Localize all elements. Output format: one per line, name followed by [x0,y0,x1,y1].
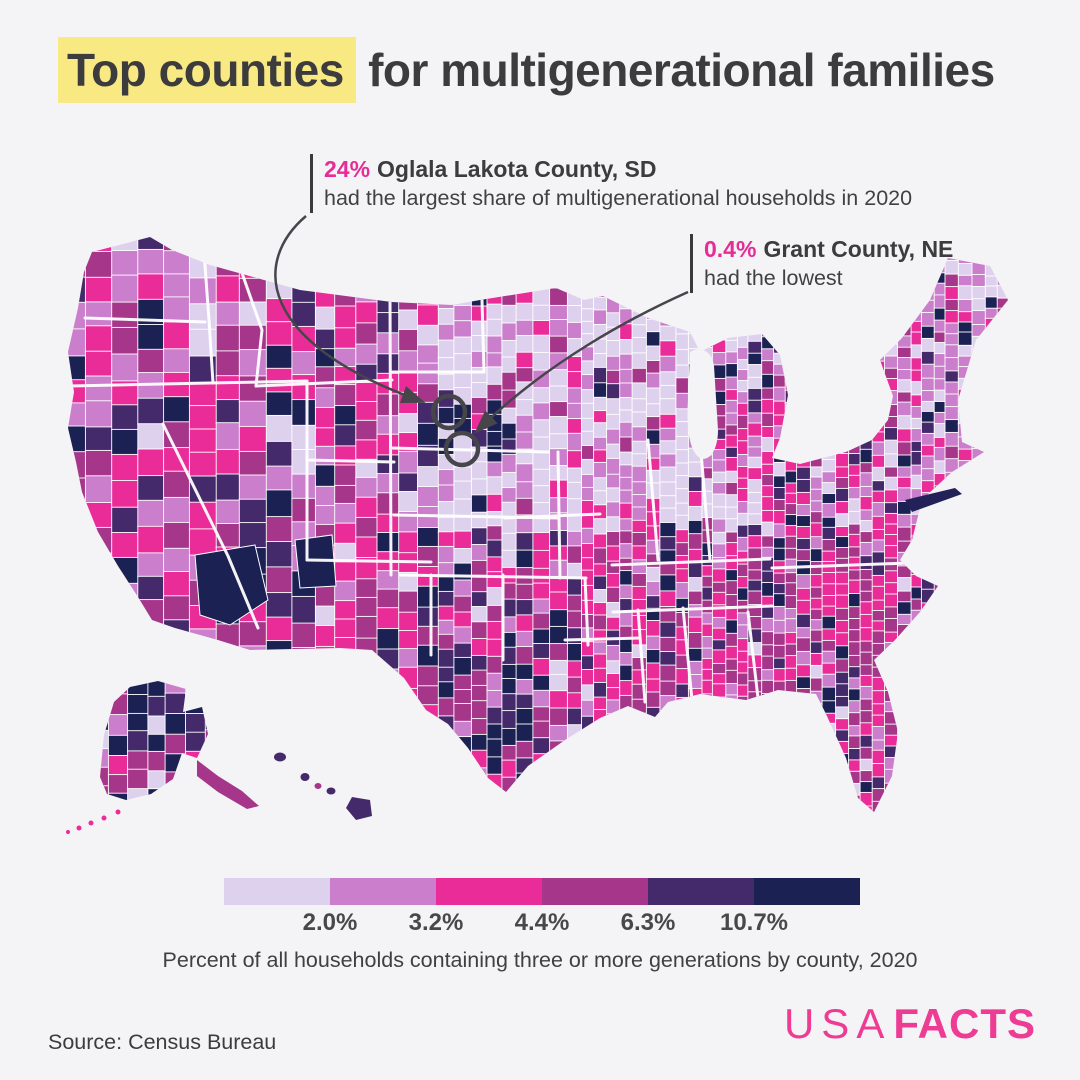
color-legend: 2.0% 3.2% 4.4% 6.3% 10.7% [224,878,860,937]
page-title: Top counties for multigenerational famil… [58,37,995,103]
callout-connectors [274,215,689,468]
title-rest-text: for multigenerational families [355,44,995,96]
alaska-southeast-tail [197,760,259,809]
lake-michigan [687,349,718,459]
usafacts-logo: USAFACTS [784,1000,1036,1048]
logo-facts-text: FACTS [893,1000,1036,1047]
source-note: Source: Census Bureau [48,1030,277,1054]
hawaii-islands [274,752,372,820]
legend-tick-label: 2.0% [302,909,358,936]
top-county-name: Oglala Lakota County, SD [377,156,657,182]
legend-tick-label: 6.3% [620,909,676,936]
legend-tick-labels: 2.0% 3.2% 4.4% 6.3% 10.7% [224,909,860,937]
connector-lowest-county [474,290,689,434]
logo-usa-text: USA [783,1000,892,1047]
lowest-county-description: had the lowest [704,266,843,291]
legend-swatch [330,878,436,905]
aleutian-islands [66,809,121,834]
top-county-value: 24% [324,156,371,182]
legend-tick-label: 10.7% [719,909,789,936]
title-highlighted-text: Top counties [58,37,356,103]
legend-swatch [436,878,542,905]
alaska-mosaic [100,681,208,800]
annotation-lowest-county: 0.4% Grant County, NE had the lowest [690,234,953,293]
legend-swatch [648,878,754,905]
legend-tick-label: 3.2% [408,909,464,936]
annotation-top-county: 24% Oglala Lakota County, SD had the larg… [310,154,912,213]
ring-grant-county [443,430,481,468]
lowest-county-value: 0.4% [704,236,757,262]
state-borders [68,250,938,704]
ring-oglala-lakota-county [430,393,468,431]
long-island [905,488,962,512]
legend-swatch [542,878,648,905]
legend-tick-label: 4.4% [514,909,570,936]
lowest-county-name: Grant County, NE [763,236,954,262]
legend-color-bar [224,878,860,905]
legend-swatch [754,878,860,905]
legend-swatch [224,878,330,905]
top-county-description: had the largest share of multigeneration… [324,186,913,211]
chart-caption: Percent of all households containing thr… [162,948,918,972]
connector-top-county [274,215,426,404]
